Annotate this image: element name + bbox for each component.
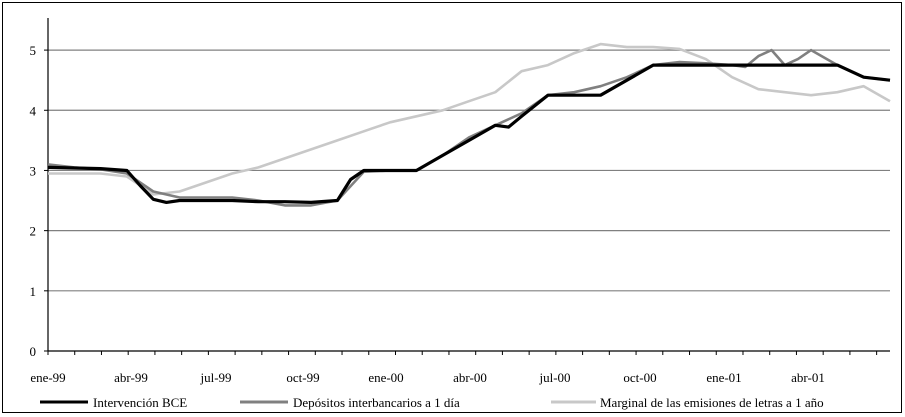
x-tick-label: ene-99 [30,370,65,385]
y-tick-label: 4 [30,103,37,118]
x-tick-label: ene-00 [368,370,403,385]
grid-layer [48,49,890,292]
x-tick-label: jul-99 [199,370,231,385]
x-tick-label: abr-99 [114,370,148,385]
series-line-2 [48,42,891,196]
legend-label-0: Intervención BCE [93,395,187,410]
x-tick-label: oct-99 [286,370,319,385]
legend-label-1: Depósitos interbancarios a 1 día [293,395,460,410]
y-tick-label: 0 [30,344,37,359]
y-tick-label: 1 [30,284,37,299]
legend-label-2: Marginal de las emisiones de letras a 1 … [600,395,824,410]
x-tick-label: oct-00 [623,370,656,385]
series-line-1 [47,48,891,207]
legend: Intervención BCE Depósitos interbancarios… [40,395,824,410]
axis-layer: 0 1 2 3 4 5 ene-99 abr-99 jul-99 oct-99 ene-00 abr-… [30,18,890,385]
series-line-0 [47,63,891,204]
x-tick-label: jul-00 [538,370,570,385]
y-tick-label: 2 [30,224,37,239]
y-tick-label: 5 [30,43,37,58]
series-layer [47,42,891,207]
y-tick-label: 3 [30,163,37,178]
x-tick-label: ene-01 [706,370,741,385]
x-tick-label: abr-00 [453,370,487,385]
x-tick-label: abr-01 [791,370,825,385]
